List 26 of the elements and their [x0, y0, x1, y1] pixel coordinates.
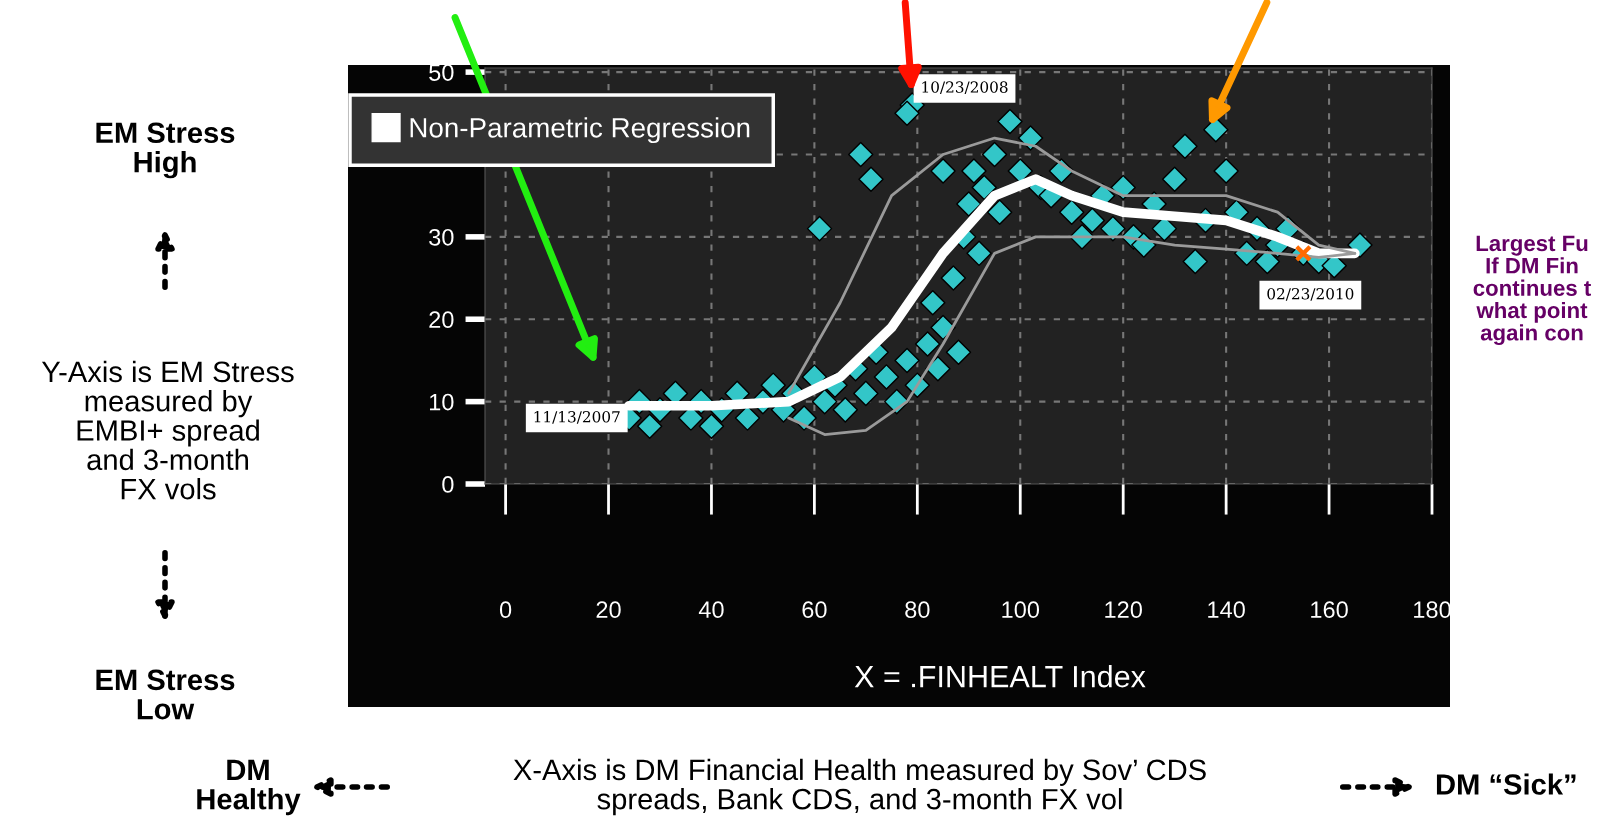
x-tick-label: 20	[596, 601, 621, 619]
annotation: 11/13/2007	[534, 410, 620, 424]
x-tick-label: 120	[1105, 601, 1142, 619]
x-tick-label: 0	[499, 601, 512, 619]
text: EM Stress Low	[96, 669, 235, 720]
y-tick-label: 0	[442, 476, 454, 493]
y-tick-label: 30	[429, 228, 454, 246]
x-tick-label: 140	[1208, 601, 1245, 619]
text: X-Axis is DM Financial Health measured by Sov’ CDS spreads, Bank CDS, and 3-month FX vol	[513, 758, 1206, 816]
x-tick-label: 160	[1311, 601, 1348, 619]
x-tick-label: 180	[1414, 601, 1451, 619]
x-axis-title: X = .FINHEALT Index	[854, 665, 1146, 688]
text: DM “Sick”	[1436, 773, 1576, 795]
annotation: 02/23/2010	[1267, 287, 1354, 301]
text: DM Healthy	[197, 759, 301, 816]
y-tick-label: 20	[429, 311, 454, 329]
y-tick-label: 10	[429, 393, 454, 411]
x-tick-label: 60	[802, 601, 827, 619]
text: EM Stress High	[96, 122, 235, 179]
legend-label: Non-Parametric Regression	[410, 117, 750, 144]
text: Y-Axis is EM Stress measured by EMBI+ spread and 3-month FX vols	[41, 360, 294, 500]
x-tick-label: 40	[698, 601, 724, 619]
annotation: 10/23/2008	[922, 81, 1008, 95]
x-tick-label: 80	[905, 601, 930, 619]
text: Largest Fu If DM Fin continues t what point again con	[1473, 235, 1591, 346]
x-tick-label: 100	[1002, 601, 1040, 619]
